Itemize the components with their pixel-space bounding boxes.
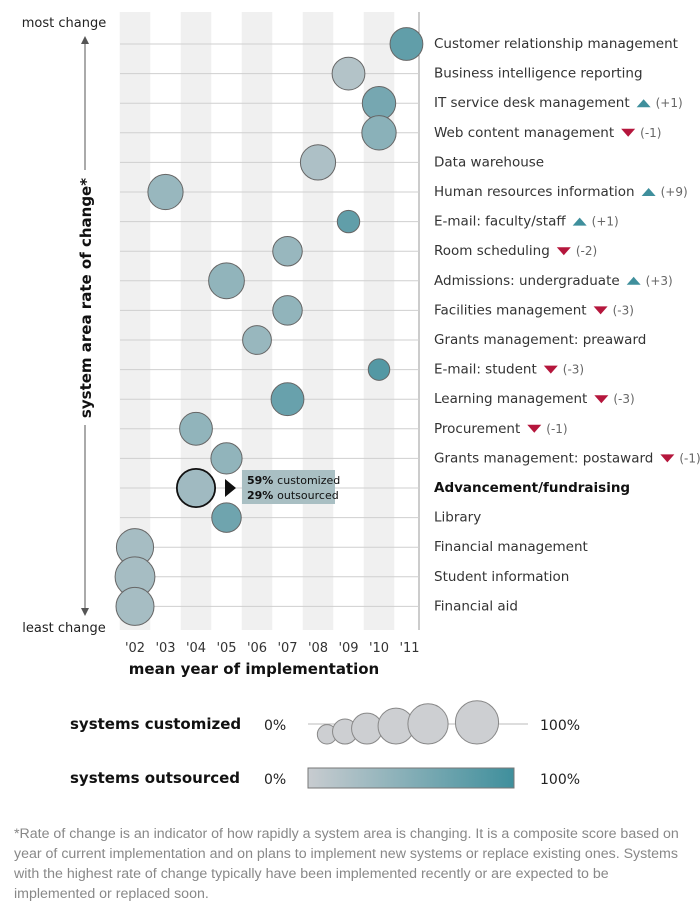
legend-size-min: 0% <box>264 718 286 734</box>
year-band <box>119 12 151 630</box>
y-axis-title: system area rate of change* <box>77 178 95 418</box>
legend-size-title: systems customized <box>70 715 241 733</box>
system-label: Admissions: undergraduate <box>434 273 620 289</box>
bubble-point <box>210 442 243 475</box>
rank-up-icon <box>636 99 651 108</box>
system-label: Room scheduling <box>434 243 550 259</box>
system-label: Human resources information <box>434 184 635 200</box>
rank-down-icon <box>556 247 571 256</box>
bubble-point <box>389 27 424 61</box>
bubble-point <box>361 115 397 151</box>
rank-change-label: (-1) <box>546 422 567 436</box>
rank-change-label: (-1) <box>679 451 700 465</box>
x-tick-label: '03 <box>155 641 175 656</box>
bubble-point <box>270 382 305 417</box>
legend-color-gradient <box>307 767 515 789</box>
x-tick-label: '09 <box>338 641 358 656</box>
rank-change-label: (-2) <box>576 244 597 258</box>
legend-size-bubble <box>407 703 449 745</box>
year-band <box>302 12 334 630</box>
y-bottom-label: least change <box>22 621 105 636</box>
callout-outsourced: 29% outsourced <box>247 489 339 502</box>
bubble-point <box>147 173 184 211</box>
x-tick-label: '04 <box>186 641 206 656</box>
rank-up-icon <box>572 217 587 226</box>
system-label: Web content management <box>434 125 614 141</box>
system-label: Learning management <box>434 391 587 407</box>
rank-down-icon <box>594 395 609 404</box>
footnote: *Rate of change is an indicator of how r… <box>14 826 679 902</box>
rank-change-label: (+1) <box>592 215 619 229</box>
rate-of-change-chart: Customer relationship management Business… <box>22 12 700 789</box>
bubble-point <box>361 85 397 121</box>
system-label: Procurement <box>434 421 520 437</box>
system-label: E-mail: student <box>434 362 537 378</box>
legend-size-max: 100% <box>540 718 580 734</box>
x-tick-label: '02 <box>125 641 145 656</box>
rank-change-label: (-3) <box>613 303 634 317</box>
bubble-point <box>242 325 272 355</box>
legend-color-title: systems outsourced <box>70 769 240 787</box>
callout-box <box>242 470 335 504</box>
x-axis-title: mean year of implementation <box>129 660 379 678</box>
rank-change-label: (-3) <box>613 392 634 406</box>
x-tick-label: '05 <box>216 641 236 656</box>
rank-down-icon <box>660 454 675 463</box>
rank-up-icon <box>641 188 656 196</box>
system-label: Financial aid <box>434 598 518 614</box>
bubble-point <box>211 502 242 533</box>
system-label: Business intelligence reporting <box>434 66 643 82</box>
system-label: Financial management <box>434 539 588 555</box>
bubble-point <box>336 209 361 234</box>
rank-change-label: (+1) <box>656 96 683 110</box>
bubble-point <box>272 295 303 326</box>
rank-down-icon <box>543 365 558 374</box>
x-tick-label: '10 <box>369 641 389 656</box>
arrow-down-icon <box>81 608 89 616</box>
system-label: Facilities management <box>434 302 587 318</box>
year-band <box>241 12 273 630</box>
bubble-point <box>208 262 245 300</box>
x-tick-label: '06 <box>247 641 267 656</box>
system-label: Data warehouse <box>434 154 544 170</box>
x-tick-label: '07 <box>277 641 297 656</box>
callout-customized: 59% customized <box>247 474 340 487</box>
system-label: Grants management: preaward <box>434 332 646 348</box>
bubble-point <box>179 411 213 446</box>
rank-change-label: (-3) <box>563 363 584 377</box>
system-label: Student information <box>434 569 569 585</box>
rank-down-icon <box>621 128 636 137</box>
system-label: IT service desk management <box>434 95 630 111</box>
bubble-point <box>272 235 303 267</box>
bubble-point <box>299 144 337 181</box>
arrow-up-icon <box>81 36 89 44</box>
bubble-point <box>175 467 217 509</box>
rank-change-label: (+3) <box>646 274 673 288</box>
bubble-point <box>331 56 366 91</box>
x-tick-label: '08 <box>308 641 328 656</box>
system-label: Grants management: postaward <box>434 450 653 466</box>
system-label: E-mail: faculty/staff <box>434 214 566 230</box>
y-top-label: most change <box>22 16 106 31</box>
system-label: Customer relationship management <box>434 36 678 52</box>
rank-down-icon <box>593 306 608 315</box>
legend-size-bubble <box>454 700 500 745</box>
year-band <box>180 12 212 630</box>
x-tick-label: '11 <box>399 641 419 656</box>
system-label: Advancement/fundraising <box>434 480 630 496</box>
rank-change-label: (+9) <box>661 185 688 199</box>
rank-down-icon <box>527 424 542 433</box>
legend-color-max: 100% <box>540 772 580 788</box>
bubble-point <box>367 358 391 381</box>
bubble-point <box>115 586 155 626</box>
rank-change-label: (-1) <box>640 126 661 140</box>
legend-color-min: 0% <box>264 772 286 788</box>
callout-pointer-icon <box>225 479 236 497</box>
rank-up-icon <box>626 276 641 285</box>
system-label: Library <box>434 510 481 526</box>
